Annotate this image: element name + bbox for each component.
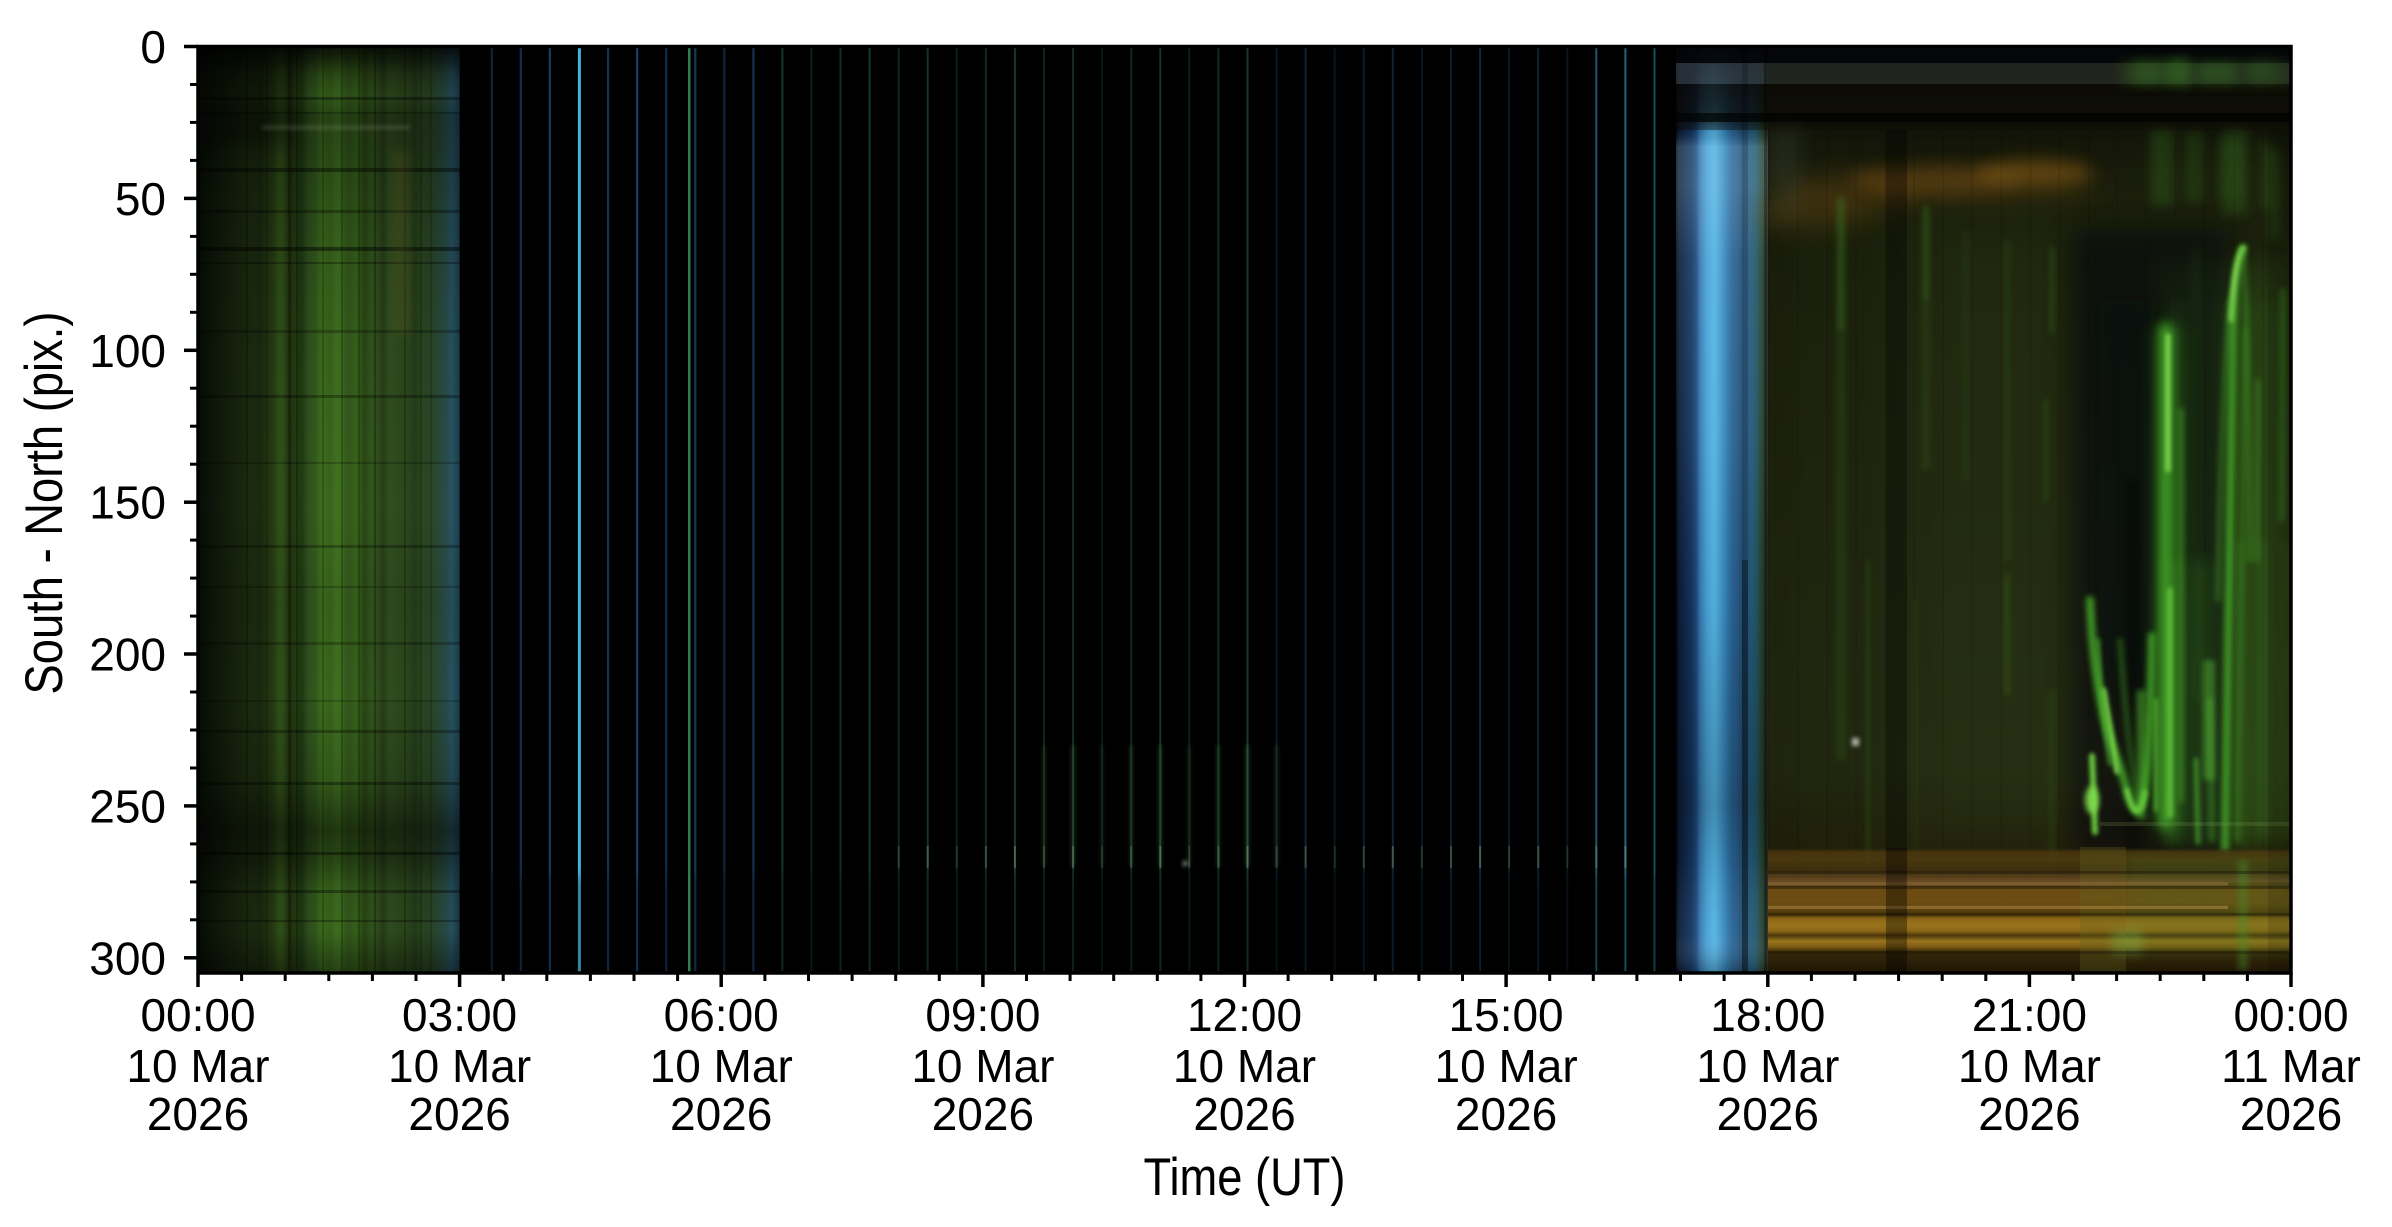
svg-text:10 Mar: 10 Mar (1173, 1040, 1316, 1092)
svg-text:10 Mar: 10 Mar (126, 1040, 269, 1092)
svg-text:10 Mar: 10 Mar (1696, 1040, 1839, 1092)
svg-text:South - North (pix.): South - North (pix.) (15, 312, 74, 695)
svg-text:0: 0 (140, 21, 166, 73)
svg-text:200: 200 (89, 629, 166, 681)
svg-text:2026: 2026 (2240, 1088, 2342, 1140)
svg-text:2026: 2026 (147, 1088, 249, 1140)
svg-text:100: 100 (89, 325, 166, 377)
svg-text:03:00: 03:00 (402, 989, 517, 1041)
svg-text:2026: 2026 (932, 1088, 1034, 1140)
svg-text:2026: 2026 (408, 1088, 510, 1140)
svg-text:10 Mar: 10 Mar (388, 1040, 531, 1092)
svg-text:09:00: 09:00 (925, 989, 1040, 1041)
svg-text:2026: 2026 (1717, 1088, 1819, 1140)
svg-text:12:00: 12:00 (1187, 989, 1302, 1041)
svg-text:2026: 2026 (1193, 1088, 1295, 1140)
svg-text:21:00: 21:00 (1972, 989, 2087, 1041)
svg-text:50: 50 (115, 173, 166, 225)
svg-text:11 Mar: 11 Mar (2221, 1040, 2361, 1092)
svg-text:Time (UT): Time (UT) (1144, 1148, 1346, 1207)
svg-text:10 Mar: 10 Mar (650, 1040, 793, 1092)
svg-text:150: 150 (89, 477, 166, 529)
svg-text:2026: 2026 (1455, 1088, 1557, 1140)
svg-text:2026: 2026 (670, 1088, 772, 1140)
svg-text:06:00: 06:00 (664, 989, 779, 1041)
svg-text:250: 250 (89, 780, 166, 832)
svg-text:00:00: 00:00 (2233, 989, 2348, 1041)
svg-text:10 Mar: 10 Mar (911, 1040, 1054, 1092)
svg-text:10 Mar: 10 Mar (1435, 1040, 1578, 1092)
svg-text:18:00: 18:00 (1710, 989, 1825, 1041)
svg-text:2026: 2026 (1978, 1088, 2080, 1140)
svg-text:00:00: 00:00 (140, 989, 255, 1041)
svg-text:10 Mar: 10 Mar (1958, 1040, 2101, 1092)
svg-text:300: 300 (89, 932, 166, 984)
svg-text:15:00: 15:00 (1449, 989, 1564, 1041)
